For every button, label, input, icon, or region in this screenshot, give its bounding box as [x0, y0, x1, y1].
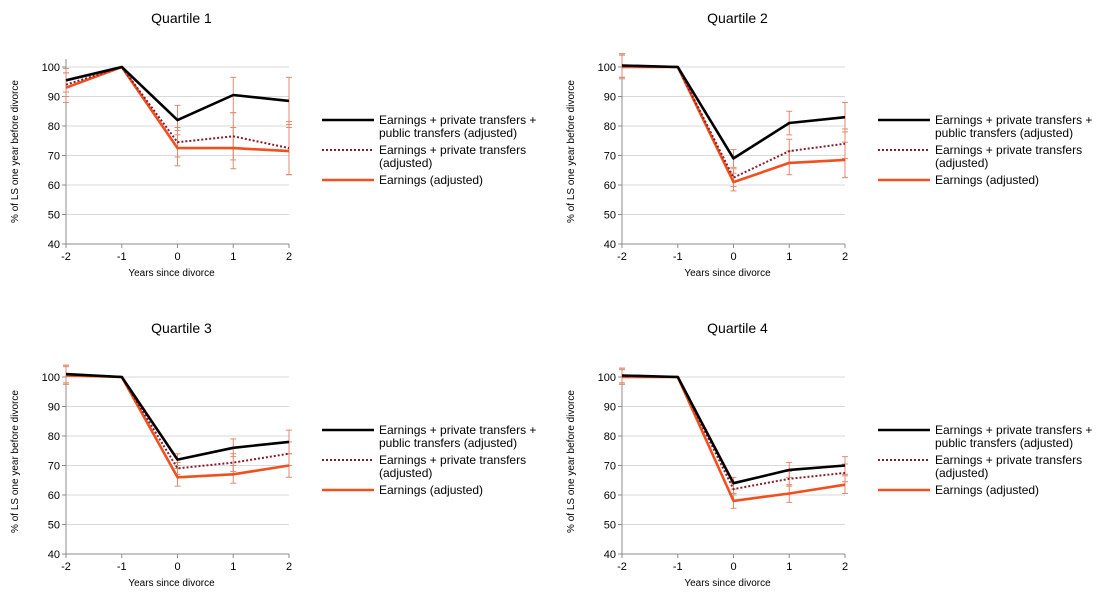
y-tick-label: 70	[604, 151, 616, 163]
y-tick-label: 80	[48, 121, 60, 133]
chart-panel-3: Quartile 3 40 50 60 70 80 90 100 -2 -1 0 1 2 Years si…	[0, 310, 556, 609]
legend-label: Earnings + private transfers +public tra…	[379, 113, 536, 140]
legend-item: Earnings (adjusted)	[322, 173, 483, 187]
legend-item: Earnings + private transfers(adjusted)	[878, 453, 1082, 480]
y-tick-label: 60	[604, 180, 616, 192]
x-tick-label: 2	[842, 561, 848, 573]
legend-item: Earnings (adjusted)	[878, 483, 1039, 497]
legend-item: Earnings (adjusted)	[322, 483, 483, 497]
chart-svg: Quartile 2 40 50 60 70 80 90 100 -2 -1 0 1 2 Years si…	[556, 0, 1112, 299]
x-tick-label: -2	[61, 251, 71, 263]
legend-item: Earnings + private transfers +public tra…	[878, 423, 1092, 450]
y-axis-title: % of LS one year before divorce	[566, 390, 577, 533]
y-tick-label: 100	[42, 372, 60, 384]
y-tick-label: 90	[604, 402, 616, 414]
x-tick-label: 0	[174, 561, 180, 573]
x-tick-label: 0	[174, 251, 180, 263]
legend-label: Earnings + private transfers(adjusted)	[379, 453, 526, 480]
x-axis-title: Years since divorce	[684, 268, 771, 279]
series-line-2	[622, 376, 845, 490]
x-tick-label: 1	[786, 251, 792, 263]
legend-item: Earnings (adjusted)	[878, 173, 1039, 187]
y-tick-label: 90	[604, 92, 616, 104]
y-tick-label: 40	[48, 239, 60, 251]
x-tick-label: 2	[286, 561, 292, 573]
x-tick-label: -2	[617, 561, 627, 573]
y-tick-label: 90	[48, 402, 60, 414]
y-tick-label: 50	[48, 520, 60, 532]
legend-label: Earnings (adjusted)	[379, 173, 483, 187]
x-tick-label: -1	[117, 561, 127, 573]
y-tick-label: 100	[598, 372, 616, 384]
y-tick-label: 60	[48, 180, 60, 192]
y-tick-label: 50	[604, 520, 616, 532]
legend-label: Earnings (adjusted)	[935, 483, 1039, 497]
chart-panel-4: Quartile 4 40 50 60 70 80 90 100 -2 -1 0 1 2 Years si…	[556, 310, 1112, 609]
chart-panel-2: Quartile 2 40 50 60 70 80 90 100 -2 -1 0 1 2 Years si…	[556, 0, 1112, 299]
y-axis-title: % of LS one year before divorce	[566, 80, 577, 223]
x-tick-label: -1	[673, 251, 683, 263]
x-tick-label: 2	[842, 251, 848, 263]
y-tick-label: 100	[42, 62, 60, 74]
y-tick-label: 100	[598, 62, 616, 74]
y-tick-label: 50	[604, 210, 616, 222]
legend-item: Earnings + private transfers +public tra…	[322, 113, 536, 140]
legend-item: Earnings + private transfers(adjusted)	[878, 143, 1082, 170]
x-tick-label: 2	[286, 251, 292, 263]
y-tick-label: 90	[48, 92, 60, 104]
series-line-1	[622, 376, 845, 484]
y-axis-title: % of LS one year before divorce	[10, 80, 21, 223]
chart-title: Quartile 4	[707, 320, 768, 336]
legend-label: Earnings (adjusted)	[935, 173, 1039, 187]
legend-label: Earnings + private transfers +public tra…	[379, 423, 536, 450]
y-tick-label: 80	[604, 431, 616, 443]
legend-item: Earnings + private transfers +public tra…	[878, 113, 1092, 140]
y-axis-title: % of LS one year before divorce	[10, 390, 21, 533]
y-tick-label: 40	[48, 549, 60, 561]
x-tick-label: 1	[230, 251, 236, 263]
legend-item: Earnings + private transfers(adjusted)	[322, 143, 526, 170]
x-tick-label: 0	[730, 561, 736, 573]
chart-svg: Quartile 4 40 50 60 70 80 90 100 -2 -1 0 1 2 Years si…	[556, 310, 1112, 609]
series-line-1	[66, 374, 289, 460]
chart-svg: Quartile 3 40 50 60 70 80 90 100 -2 -1 0 1 2 Years si…	[0, 310, 556, 609]
x-tick-label: -1	[673, 561, 683, 573]
legend-label: Earnings + private transfers(adjusted)	[935, 453, 1082, 480]
y-tick-label: 60	[604, 490, 616, 502]
x-tick-label: 0	[730, 251, 736, 263]
legend-label: Earnings + private transfers +public tra…	[935, 113, 1092, 140]
x-axis-title: Years since divorce	[128, 268, 215, 279]
y-tick-label: 80	[48, 431, 60, 443]
series-line-1	[622, 66, 845, 159]
chart-title: Quartile 1	[151, 10, 212, 26]
y-tick-label: 80	[604, 121, 616, 133]
chart-svg: Quartile 1 40 50 60 70 80 90 100 -2 -1 0 1 2 Years si…	[0, 0, 556, 299]
x-axis-title: Years since divorce	[128, 578, 215, 589]
y-tick-label: 40	[604, 549, 616, 561]
x-tick-label: -2	[617, 251, 627, 263]
legend-label: Earnings + private transfers +public tra…	[935, 423, 1092, 450]
x-tick-label: -1	[117, 251, 127, 263]
legend-item: Earnings + private transfers +public tra…	[322, 423, 536, 450]
y-tick-label: 70	[48, 461, 60, 473]
legend-label: Earnings (adjusted)	[379, 483, 483, 497]
y-tick-label: 60	[48, 490, 60, 502]
x-tick-label: 1	[230, 561, 236, 573]
y-tick-label: 40	[604, 239, 616, 251]
x-tick-label: -2	[61, 561, 71, 573]
y-tick-label: 70	[48, 151, 60, 163]
chart-title: Quartile 2	[707, 10, 768, 26]
legend-label: Earnings + private transfers(adjusted)	[935, 143, 1082, 170]
x-tick-label: 1	[786, 561, 792, 573]
chart-title: Quartile 3	[151, 320, 212, 336]
legend-label: Earnings + private transfers(adjusted)	[379, 143, 526, 170]
chart-panel-1: Quartile 1 40 50 60 70 80 90 100 -2 -1 0 1 2 Years si…	[0, 0, 556, 299]
y-tick-label: 70	[604, 461, 616, 473]
legend-item: Earnings + private transfers(adjusted)	[322, 453, 526, 480]
x-axis-title: Years since divorce	[684, 578, 771, 589]
y-tick-label: 50	[48, 210, 60, 222]
